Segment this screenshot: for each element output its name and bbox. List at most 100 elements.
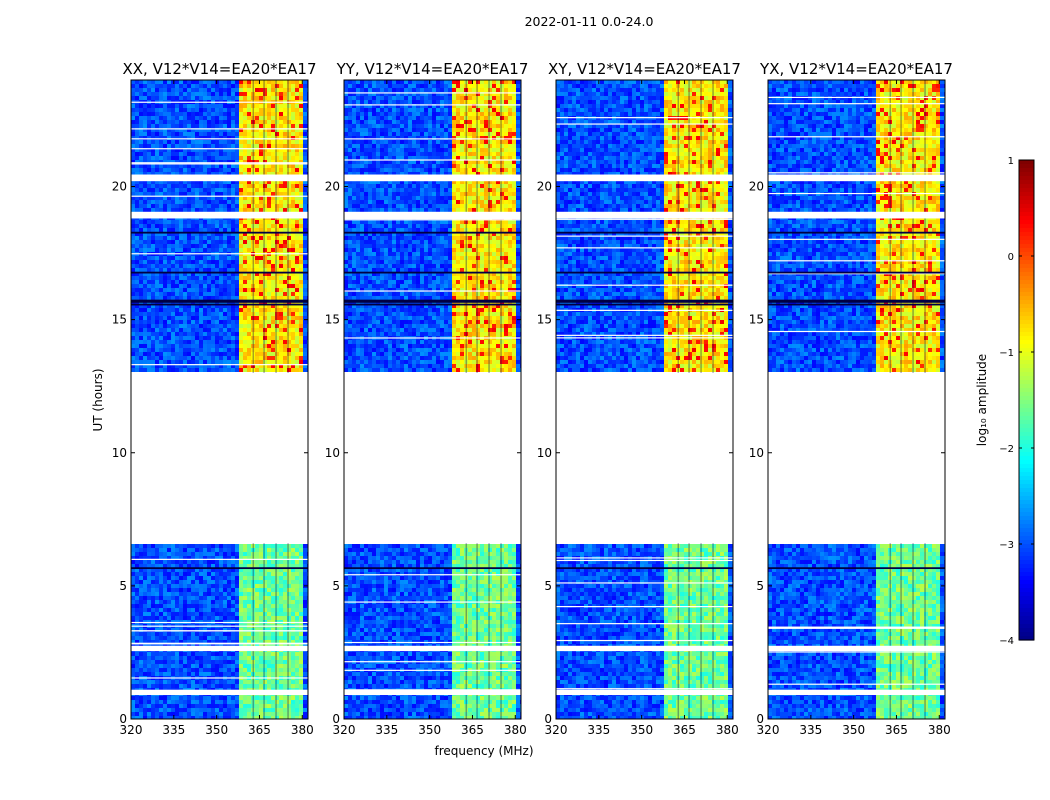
heat-cell xyxy=(275,368,279,372)
heat-cell xyxy=(179,616,183,620)
heat-cell xyxy=(239,248,243,252)
heat-cell xyxy=(263,668,267,672)
heat-cell xyxy=(199,240,203,244)
heat-cell xyxy=(231,612,235,616)
heat-cell xyxy=(251,664,255,668)
heat-cell xyxy=(235,368,239,372)
heat-cell xyxy=(171,84,175,88)
heat-cell xyxy=(259,124,263,128)
heat-cell xyxy=(263,172,267,176)
heat-cell xyxy=(299,248,303,252)
heat-cell xyxy=(203,360,207,364)
heat-cell xyxy=(175,120,179,124)
heat-cell xyxy=(263,352,267,356)
heat-cell xyxy=(171,628,175,632)
heat-cell xyxy=(195,112,199,116)
heat-cell xyxy=(203,572,207,576)
heat-cell xyxy=(255,596,259,600)
heat-cell xyxy=(151,296,155,300)
heat-cell xyxy=(171,572,175,576)
heat-cell xyxy=(223,560,227,564)
heat-cell xyxy=(263,236,267,240)
heat-cell xyxy=(291,604,295,608)
heat-cell xyxy=(303,148,307,152)
heat-cell xyxy=(203,264,207,268)
heat-cell xyxy=(203,136,207,140)
heat-cell xyxy=(147,120,151,124)
heat-cell xyxy=(155,248,159,252)
heat-cell xyxy=(223,580,227,584)
heat-cell xyxy=(295,248,299,252)
heat-cell xyxy=(295,292,299,296)
heat-cell xyxy=(143,128,147,132)
heat-cell xyxy=(219,168,223,172)
heat-cell xyxy=(239,124,243,128)
heat-cell xyxy=(147,596,151,600)
heat-cell xyxy=(191,244,195,248)
heat-cell xyxy=(159,672,163,676)
heat-cell xyxy=(191,608,195,612)
heat-cell xyxy=(203,352,207,356)
heat-cell xyxy=(207,588,211,592)
heat-cell xyxy=(303,112,307,116)
heat-cell xyxy=(139,268,143,272)
heat-cell xyxy=(243,144,247,148)
heat-cell xyxy=(195,568,199,572)
heat-cell xyxy=(219,132,223,136)
heat-cell xyxy=(139,360,143,364)
heat-cell xyxy=(299,580,303,584)
heat-cell xyxy=(167,628,171,632)
heat-cell xyxy=(243,684,247,688)
heat-cell xyxy=(187,660,191,664)
heat-cell xyxy=(287,596,291,600)
heat-cell xyxy=(215,556,219,560)
heat-cell xyxy=(147,260,151,264)
heat-cell xyxy=(163,600,167,604)
heat-cell xyxy=(295,544,299,548)
heat-cell xyxy=(259,320,263,324)
heat-cell xyxy=(239,552,243,556)
heat-cell xyxy=(255,104,259,108)
heat-cell xyxy=(239,656,243,660)
heat-cell xyxy=(211,276,215,280)
heat-cell xyxy=(207,200,211,204)
heat-cell xyxy=(179,592,183,596)
heat-cell xyxy=(255,604,259,608)
heat-cell xyxy=(159,116,163,120)
heat-cell xyxy=(259,80,263,84)
heat-cell xyxy=(167,348,171,352)
heat-cell xyxy=(207,564,211,568)
heat-cell xyxy=(235,340,239,344)
heat-cell xyxy=(299,80,303,84)
heat-cell xyxy=(299,284,303,288)
heat-cell xyxy=(187,296,191,300)
heat-cell xyxy=(255,92,259,96)
heat-cell xyxy=(275,240,279,244)
heat-cell xyxy=(139,312,143,316)
heat-cell xyxy=(139,156,143,160)
heat-cell xyxy=(211,576,215,580)
heat-cell xyxy=(143,564,147,568)
heat-cell xyxy=(203,196,207,200)
heat-cell xyxy=(159,268,163,272)
heat-cell xyxy=(299,172,303,176)
heat-cell xyxy=(155,352,159,356)
heat-cell xyxy=(247,148,251,152)
heat-cell xyxy=(183,328,187,332)
heat-cell xyxy=(267,684,271,688)
heat-cell xyxy=(239,592,243,596)
heat-cell xyxy=(287,548,291,552)
heat-cell xyxy=(195,592,199,596)
heat-cell xyxy=(247,600,251,604)
heat-cell xyxy=(275,604,279,608)
heat-cell xyxy=(231,132,235,136)
heat-cell xyxy=(171,340,175,344)
heat-cell xyxy=(147,324,151,328)
heat-cell xyxy=(175,220,179,224)
heat-cell xyxy=(299,596,303,600)
heat-cell xyxy=(259,568,263,572)
heat-cell xyxy=(151,348,155,352)
heat-cell xyxy=(251,684,255,688)
heat-cell xyxy=(203,652,207,656)
heat-cell xyxy=(163,332,167,336)
